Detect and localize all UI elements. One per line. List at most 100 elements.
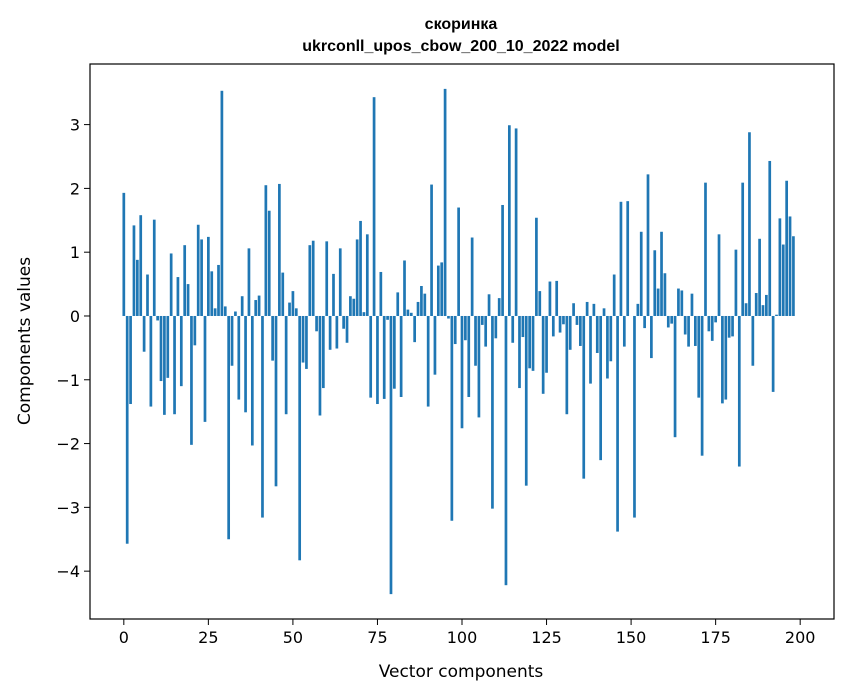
bar-183 (741, 182, 745, 316)
bar-119 (524, 315, 528, 486)
bar-182 (737, 315, 741, 467)
bar-136 (582, 315, 586, 479)
bar-134 (575, 315, 579, 325)
bar-148 (622, 315, 626, 347)
bar-14 (169, 253, 173, 316)
bar-162 (670, 315, 674, 324)
y-axis-label: Components values (15, 257, 35, 425)
bar-106 (480, 315, 484, 325)
bar-88 (420, 286, 423, 316)
bar-152 (636, 303, 640, 316)
chart-title-line1: скоринка (425, 16, 498, 33)
bar-121 (531, 315, 535, 371)
bar-85 (409, 312, 413, 316)
bar-161 (666, 315, 670, 328)
bar-11 (159, 315, 163, 382)
y-tick-label-3: 3 (70, 116, 80, 135)
bar-29 (220, 90, 224, 316)
bar-188 (758, 238, 761, 316)
y-tick-label-1: 1 (70, 243, 80, 262)
bar-33 (234, 311, 237, 316)
bar-1 (125, 315, 129, 544)
bar-26 (210, 271, 214, 316)
bar-80 (393, 315, 396, 389)
bar-77 (382, 315, 386, 399)
bar-20 (190, 315, 193, 445)
bar-51 (294, 308, 298, 316)
bar-93 (436, 265, 440, 316)
bar-192 (771, 315, 775, 392)
bar-140 (595, 315, 599, 353)
bar-143 (606, 315, 609, 379)
bar-168 (690, 293, 694, 316)
bar-4 (135, 259, 139, 316)
bar-158 (656, 288, 660, 316)
bar-18 (183, 245, 187, 316)
x-tick-label-125: 125 (531, 628, 562, 647)
x-tick-label-25: 25 (198, 628, 218, 647)
x-tick-label-175: 175 (700, 628, 731, 647)
bar-71 (362, 312, 366, 316)
bar-90 (426, 315, 430, 407)
bar-197 (788, 216, 792, 316)
bar-67 (349, 296, 352, 316)
bar-184 (744, 303, 748, 316)
bar-75 (376, 315, 379, 405)
bar-22 (196, 224, 200, 316)
y-tick-label-2: 2 (70, 179, 80, 198)
bar-130 (562, 315, 565, 325)
bar-91 (430, 184, 433, 316)
bar-196 (785, 180, 789, 316)
bar-61 (328, 315, 332, 350)
bar-47 (281, 272, 285, 316)
bar-109 (491, 315, 494, 509)
bar-179 (727, 315, 731, 338)
bar-135 (579, 315, 582, 346)
bar-186 (751, 315, 755, 366)
bar-70 (359, 220, 362, 316)
bar-6 (142, 315, 146, 352)
x-tick-label-0: 0 (119, 628, 129, 647)
bar-62 (332, 273, 335, 316)
y-tick-label--1: −1 (56, 371, 80, 390)
bar-76 (379, 271, 383, 316)
chart-title-line2: ukrconll_upos_cbow_200_10_2022 model (302, 38, 619, 55)
y-tick-label--3: −3 (56, 498, 80, 517)
bar-139 (592, 303, 596, 316)
bar-81 (396, 292, 400, 316)
bar-118 (521, 315, 525, 338)
bar-37 (247, 248, 251, 316)
bar-165 (680, 290, 684, 316)
bar-116 (514, 128, 518, 316)
bar-31 (227, 315, 231, 540)
bar-58 (318, 315, 322, 416)
x-axis-ticks: 0 25 50 75 100 125 150 175 200 (119, 619, 815, 647)
bar-153 (639, 231, 643, 316)
bar-114 (507, 125, 511, 316)
x-tick-label-150: 150 (616, 628, 647, 647)
bar-108 (487, 294, 491, 316)
bar-83 (403, 260, 406, 316)
bar-73 (369, 315, 373, 398)
bar-89 (423, 293, 427, 316)
bar-111 (497, 298, 501, 316)
y-tick-label--4: −4 (56, 562, 80, 581)
bar-21 (193, 315, 197, 346)
bar-34 (237, 315, 241, 400)
bar-46 (278, 183, 281, 316)
bar-56 (311, 240, 315, 316)
bar-159 (660, 231, 663, 316)
bar-120 (528, 315, 531, 369)
bar-125 (545, 315, 548, 373)
bars-group (122, 88, 795, 595)
bar-2 (129, 315, 132, 405)
bar-12 (163, 315, 166, 415)
bar-54 (305, 315, 308, 369)
bar-112 (501, 204, 504, 316)
bar-122 (535, 217, 538, 316)
bar-66 (345, 315, 349, 343)
bar-0 (122, 192, 126, 316)
bar-17 (179, 315, 183, 387)
bar-190 (765, 294, 768, 316)
